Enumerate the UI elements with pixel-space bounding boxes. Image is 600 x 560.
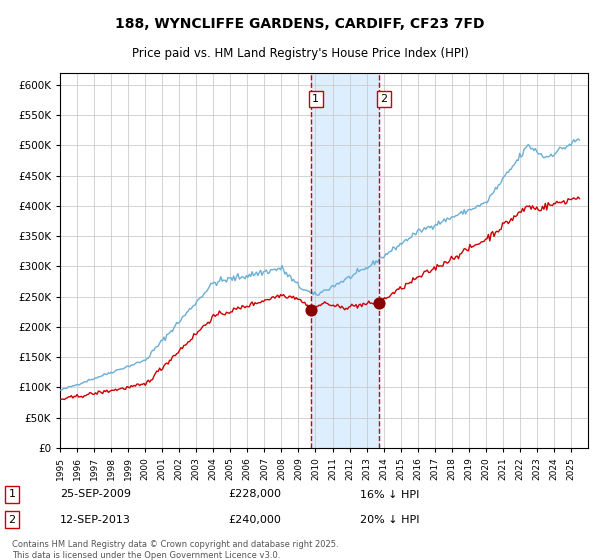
Text: 2: 2 <box>8 515 16 525</box>
Text: 25-SEP-2009: 25-SEP-2009 <box>60 489 131 500</box>
Bar <box>311 73 379 448</box>
Text: Price paid vs. HM Land Registry's House Price Index (HPI): Price paid vs. HM Land Registry's House … <box>131 47 469 60</box>
Text: 20% ↓ HPI: 20% ↓ HPI <box>360 515 419 525</box>
Text: 188, WYNCLIFFE GARDENS, CARDIFF, CF23 7FD: 188, WYNCLIFFE GARDENS, CARDIFF, CF23 7F… <box>115 17 485 31</box>
Text: 1: 1 <box>313 94 319 104</box>
Text: 1: 1 <box>8 489 16 500</box>
Point <box>374 298 383 307</box>
Text: 12-SEP-2013: 12-SEP-2013 <box>60 515 131 525</box>
Point <box>306 306 316 315</box>
Text: 2: 2 <box>380 94 387 104</box>
Text: £228,000: £228,000 <box>228 489 281 500</box>
Text: Contains HM Land Registry data © Crown copyright and database right 2025.
This d: Contains HM Land Registry data © Crown c… <box>12 540 338 559</box>
Text: 16% ↓ HPI: 16% ↓ HPI <box>360 489 419 500</box>
Text: £240,000: £240,000 <box>228 515 281 525</box>
